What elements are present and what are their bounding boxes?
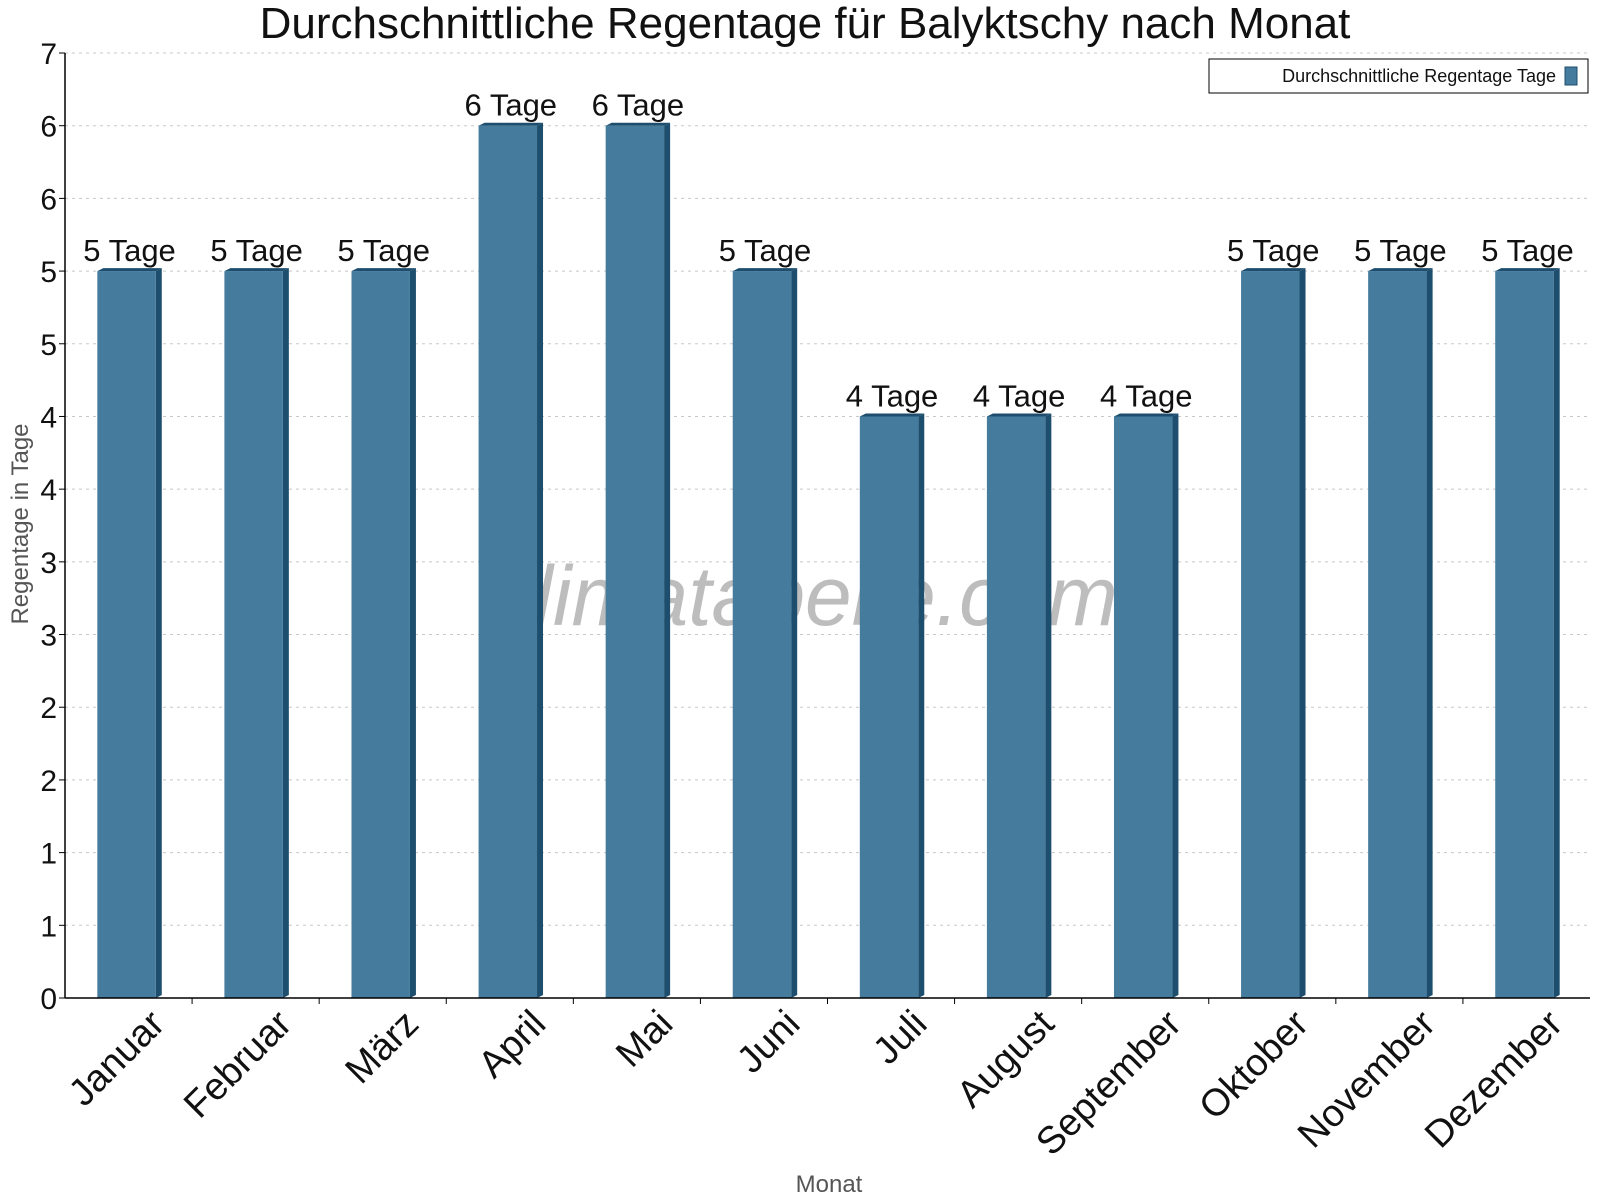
legend: Durchschnittliche Regentage Tage — [1208, 58, 1589, 94]
bar-side — [664, 122, 671, 998]
bar-top — [605, 122, 671, 126]
bar-side — [791, 268, 798, 999]
bar-data-label: 5 Tage — [1354, 233, 1447, 268]
y-tick-label: 5 — [40, 256, 57, 289]
bar-data-label: 4 Tage — [1100, 378, 1193, 413]
bar-data-label: 5 Tage — [337, 233, 430, 268]
y-axis-ticks: 0 1 1 2 2 3 3 4 4 5 5 6 6 7 — [40, 38, 65, 1016]
y-tick-label: 4 — [40, 474, 57, 507]
bar — [732, 271, 792, 999]
bar-side — [1426, 268, 1433, 999]
bar-top — [986, 413, 1052, 417]
bar-data-label: 5 Tage — [1227, 233, 1320, 268]
y-tick-label: 7 — [40, 38, 57, 71]
x-tick-label: August — [949, 1002, 1063, 1116]
x-tick-label: Juni — [729, 1003, 808, 1082]
bar-side — [155, 268, 162, 999]
bar-data-label: 5 Tage — [83, 233, 176, 268]
x-tick-label: Oktober — [1191, 1002, 1317, 1128]
bar — [1241, 271, 1300, 999]
bar-data-label: 4 Tage — [846, 378, 939, 413]
chart-title: Durchschnittliche Regentage für Balyktsc… — [260, 0, 1351, 48]
legend-label: Durchschnittliche Regentage Tage — [1282, 66, 1556, 86]
x-axis-ticks: Januar Februar März April Mai Juni Juli AugustS… — [61, 998, 1571, 1164]
bar — [986, 416, 1046, 998]
x-tick-label: Juli — [865, 1003, 935, 1073]
legend-swatch — [1564, 66, 1578, 86]
bar — [224, 271, 283, 999]
x-tick-label: April — [471, 1003, 554, 1086]
bar-top — [224, 268, 289, 272]
bar-top — [97, 268, 162, 272]
bar-top — [1368, 268, 1433, 272]
bar-data-label: 6 Tage — [465, 88, 558, 123]
bar-top — [1113, 413, 1179, 417]
bar — [605, 125, 665, 998]
bar-data-label: 5 Tage — [1481, 233, 1574, 268]
bar — [97, 271, 156, 999]
bar-top — [859, 413, 925, 417]
x-tick-label: Mai — [608, 1003, 681, 1076]
y-axis-label: Regentage in Tage — [7, 423, 34, 624]
x-tick-label: Januar — [61, 1002, 173, 1114]
bars: 5 Tage 5 Tage 5 Tage 6 Tage 6 Tage 5 Tage 4 Ta… — [83, 88, 1574, 999]
y-tick-label: 1 — [40, 838, 57, 871]
bar — [351, 271, 410, 999]
bar-side — [282, 268, 289, 999]
bar — [1113, 416, 1173, 998]
bar — [1368, 271, 1427, 999]
y-tick-label: 5 — [40, 329, 57, 362]
axes — [64, 53, 1590, 999]
y-tick-label: 3 — [40, 620, 57, 653]
bar-data-label: 5 Tage — [210, 233, 303, 268]
y-tick-label: 0 — [40, 983, 57, 1016]
grid-lines — [65, 52, 1590, 926]
bar-top — [1495, 268, 1560, 272]
bar-data-label: 6 Tage — [592, 88, 685, 123]
y-tick-label: 6 — [40, 183, 57, 216]
y-tick-label: 2 — [40, 765, 57, 798]
bar-top — [1241, 268, 1306, 272]
x-axis-label: Monat — [796, 1171, 863, 1198]
bar — [1495, 271, 1554, 999]
bar-side — [1172, 413, 1179, 998]
bar-side — [1045, 413, 1052, 998]
y-tick-label: 2 — [40, 692, 57, 725]
bar-side — [918, 413, 925, 998]
bar — [859, 416, 919, 998]
legend-box — [1208, 58, 1589, 94]
x-tick-label: November — [1290, 1002, 1444, 1156]
y-tick-label: 3 — [40, 547, 57, 580]
bar-top — [732, 268, 798, 272]
y-tick-label: 4 — [40, 401, 57, 434]
bar-top — [478, 122, 544, 126]
bar-data-label: 4 Tage — [973, 378, 1066, 413]
bar-side — [409, 268, 416, 999]
x-tick-label: Februar — [176, 1002, 300, 1126]
bar — [478, 125, 538, 998]
bar-data-label: 5 Tage — [719, 233, 812, 268]
x-tick-label: März — [338, 1003, 427, 1092]
bar-side — [1299, 268, 1306, 999]
y-tick-label: 1 — [40, 910, 57, 943]
bar-side — [1553, 268, 1560, 999]
x-tick-label: Dezember — [1417, 1002, 1571, 1156]
y-tick-label: 6 — [40, 111, 57, 144]
bar-top — [351, 268, 416, 272]
bar-side — [537, 122, 544, 998]
